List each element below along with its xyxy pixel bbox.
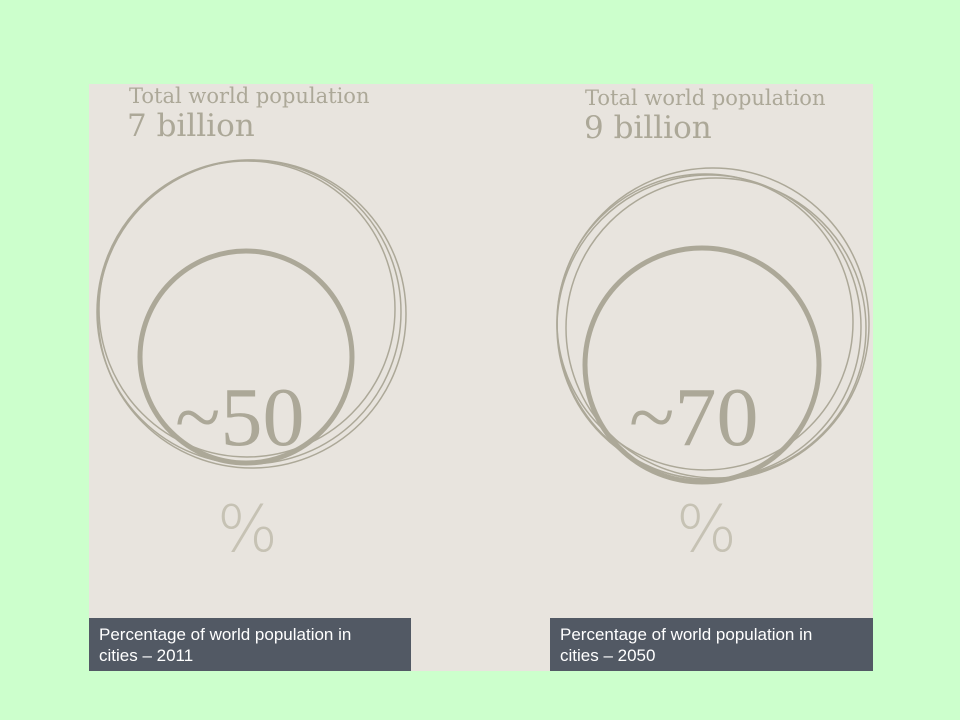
population-value-2050: 9 billion: [584, 110, 712, 146]
population-value-2011: 7 billion: [127, 108, 255, 144]
world-population-outer-circle: [98, 160, 396, 458]
world-population-outer-circle: [556, 173, 854, 471]
population-label-2011: Total world population: [129, 84, 370, 108]
caption-line-2: cities – 2050: [560, 646, 656, 665]
infographic-panel: Total world population 7 billion ~50 % P…: [89, 84, 873, 671]
percent-value-2050: ~70: [629, 371, 759, 464]
caption-line-1: Percentage of world population in: [99, 625, 352, 644]
city-population-circle: [137, 248, 355, 466]
column-2011: Total world population 7 billion ~50 % P…: [89, 84, 481, 671]
caption-line-1: Percentage of world population in: [560, 625, 813, 644]
population-circles-2050: [556, 167, 870, 485]
population-circles-2011: [96, 159, 407, 469]
caption-2011: Percentage of world population in cities…: [89, 618, 411, 671]
city-population-circle: [582, 245, 822, 485]
caption-2050: Percentage of world population in cities…: [550, 618, 873, 671]
world-population-outer-circle: [97, 159, 407, 469]
percent-value-2011: ~50: [175, 371, 305, 464]
percent-sign-2011: %: [217, 493, 278, 567]
world-population-outer-circle: [565, 177, 867, 479]
percent-sign-2050: %: [676, 493, 737, 567]
caption-line-2: cities – 2011: [99, 646, 194, 665]
population-label-2050: Total world population: [585, 86, 826, 110]
column-2050: Total world population 9 billion ~70 % P…: [549, 84, 873, 671]
